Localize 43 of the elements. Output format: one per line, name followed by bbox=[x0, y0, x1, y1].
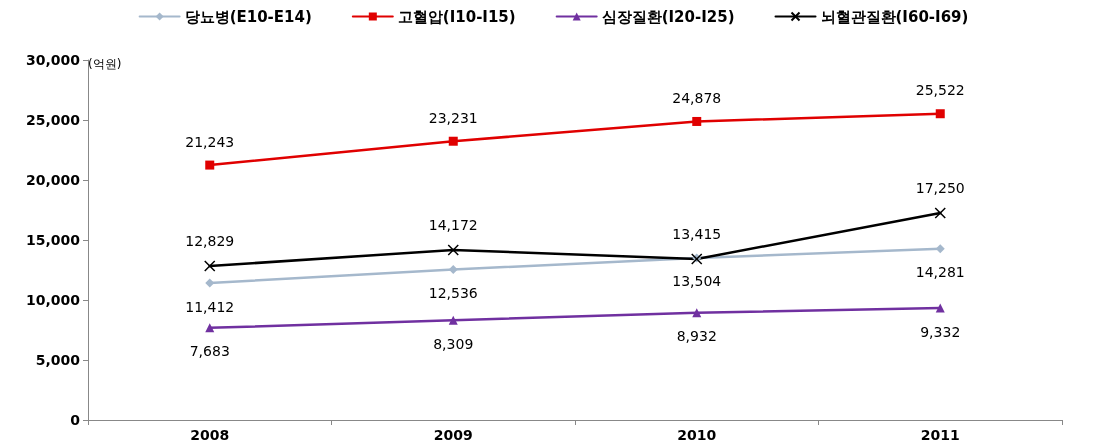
data-label: 8,309 bbox=[433, 335, 474, 352]
data-label: 8,932 bbox=[676, 328, 717, 345]
legend-label: 심장질환(I20-I25) bbox=[601, 7, 735, 26]
data-label: 25,522 bbox=[915, 82, 965, 99]
point bbox=[935, 244, 945, 254]
data-label: 23,231 bbox=[428, 109, 478, 126]
point bbox=[448, 315, 458, 325]
point bbox=[448, 136, 458, 146]
data-label: 13,504 bbox=[672, 273, 722, 290]
x-tick-label: 2009 bbox=[433, 427, 473, 443]
data-label: 12,536 bbox=[428, 285, 478, 302]
y-tick-label: 20,000 bbox=[25, 172, 81, 188]
legend-label: 고혈압(I10-I15) bbox=[397, 7, 516, 26]
legend-label: 당뇨병(E10-E14) bbox=[184, 7, 312, 26]
x-tick-label: 2010 bbox=[677, 427, 717, 443]
data-label: 7,683 bbox=[189, 343, 230, 360]
point bbox=[447, 244, 459, 256]
data-label: 24,878 bbox=[672, 89, 722, 106]
y-tick-label: 30,000 bbox=[25, 52, 81, 68]
data-label: 14,172 bbox=[428, 217, 478, 234]
data-label: 21,243 bbox=[185, 133, 235, 150]
data-label: 12,829 bbox=[185, 233, 235, 250]
data-label: 14,281 bbox=[915, 264, 965, 281]
point bbox=[205, 160, 215, 170]
point bbox=[935, 109, 945, 119]
x-tick-label: 2011 bbox=[920, 427, 960, 443]
data-label: 13,415 bbox=[672, 226, 722, 243]
point bbox=[692, 116, 702, 126]
point bbox=[934, 207, 946, 219]
x-tick-label: 2008 bbox=[190, 427, 230, 443]
y-tick-label: 0 bbox=[70, 412, 81, 428]
legend-label: 뇌혈관질환(I60-I69) bbox=[820, 7, 969, 26]
y-tick-label: 10,000 bbox=[25, 292, 81, 308]
y-axis-title: (억원) bbox=[88, 57, 122, 71]
data-label: 17,250 bbox=[915, 180, 965, 197]
y-tick-label: 25,000 bbox=[25, 112, 81, 128]
point bbox=[204, 260, 216, 272]
data-label: 11,412 bbox=[185, 298, 235, 315]
y-tick-label: 5,000 bbox=[35, 352, 81, 368]
y-tick-label: 15,000 bbox=[25, 232, 81, 248]
point bbox=[935, 303, 945, 313]
data-label: 9,332 bbox=[920, 323, 961, 340]
point bbox=[448, 265, 458, 275]
